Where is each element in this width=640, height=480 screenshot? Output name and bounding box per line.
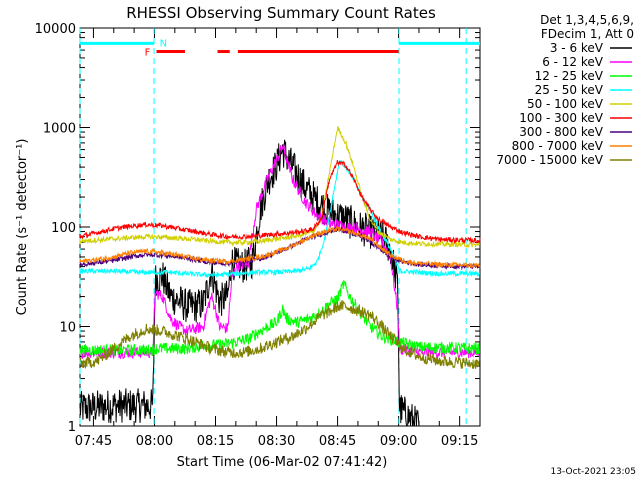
legend-label: 6 - 12 keV	[542, 55, 604, 69]
legend-label: 12 - 25 keV	[535, 69, 604, 83]
x-tick-label: 08:30	[258, 434, 295, 449]
series-line-3	[79, 159, 480, 279]
legend-label: 3 - 6 keV	[550, 41, 604, 55]
x-tick-label: 08:15	[197, 434, 234, 449]
night-flag-label: N	[160, 38, 167, 49]
y-axis-label: Count Rate (s⁻¹ detector⁻¹)	[15, 139, 30, 316]
footer-timestamp: 13-Oct-2021 23:05	[551, 467, 636, 477]
legend-label: 25 - 50 keV	[535, 83, 604, 97]
series-line-2	[79, 279, 481, 357]
x-tick-label: 08:00	[136, 434, 173, 449]
y-tick-label: 100	[51, 221, 76, 236]
legend-label: 800 - 7000 keV	[512, 139, 604, 153]
series-line-7	[79, 225, 481, 269]
y-tick-label: 1000	[43, 122, 76, 137]
series-line-0	[79, 139, 420, 427]
series-line-8	[79, 300, 481, 369]
x-tick-label: 09:15	[441, 434, 478, 449]
legend-header-line-1: Det 1,3,4,5,6,9,	[540, 13, 634, 27]
legend-label: 300 - 800 keV	[519, 125, 603, 139]
plot-area: 1 10 100 1000 10000 07:45 08:00 08:15 08:30 08:45…	[35, 22, 481, 449]
series-line-5	[79, 160, 481, 245]
x-tick-label: 08:45	[319, 434, 356, 449]
chart-title: RHESSI Observing Summary Count Rates	[126, 4, 436, 22]
flare-flag-label: F	[145, 48, 151, 59]
series-line-4	[79, 126, 481, 249]
x-tick-label: 09:00	[380, 434, 417, 449]
legend-label: 7000 - 15000 keV	[496, 153, 603, 167]
legend-label: 50 - 100 keV	[527, 97, 604, 111]
y-tick-label: 10	[59, 321, 76, 336]
legend-header-line-2: FDecim 1, Att 0	[541, 27, 634, 41]
x-axis-label: Start Time (06-Mar-02 07:41:42)	[177, 455, 388, 470]
y-tick-label: 10000	[35, 22, 76, 37]
legend-label: 100 - 300 keV	[519, 111, 603, 125]
x-tick-label: 07:45	[75, 434, 112, 449]
y-tick-label: 1	[68, 420, 76, 435]
